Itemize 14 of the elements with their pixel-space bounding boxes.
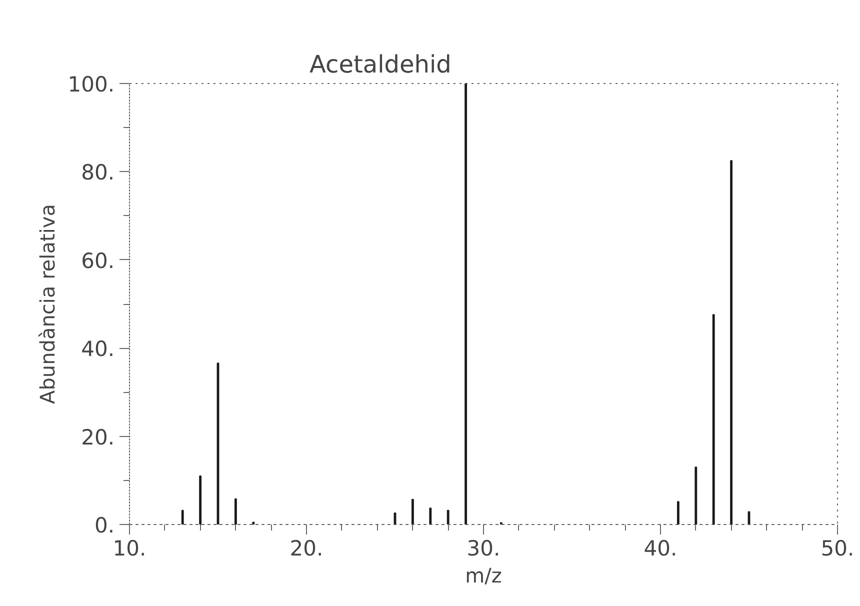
x-tick-label: 10. — [112, 536, 146, 560]
y-tick-label: 40. — [81, 337, 115, 362]
x-tick-label: 40. — [644, 536, 678, 560]
x-axis-title: m/z — [465, 564, 502, 588]
y-tick-label: 100. — [68, 72, 115, 96]
y-tick-label: 0. — [94, 514, 115, 538]
x-tick-label: 30. — [466, 536, 500, 560]
y-axis-title: Abundància relativa — [36, 204, 60, 404]
chart-title: Acetaldehid — [310, 50, 452, 78]
y-tick-label: 20. — [81, 425, 115, 450]
y-tick-label: 80. — [81, 160, 115, 185]
y-tick-label: 60. — [81, 248, 115, 273]
x-tick-label: 20. — [290, 536, 324, 560]
x-tick-label: 50. — [820, 536, 854, 560]
